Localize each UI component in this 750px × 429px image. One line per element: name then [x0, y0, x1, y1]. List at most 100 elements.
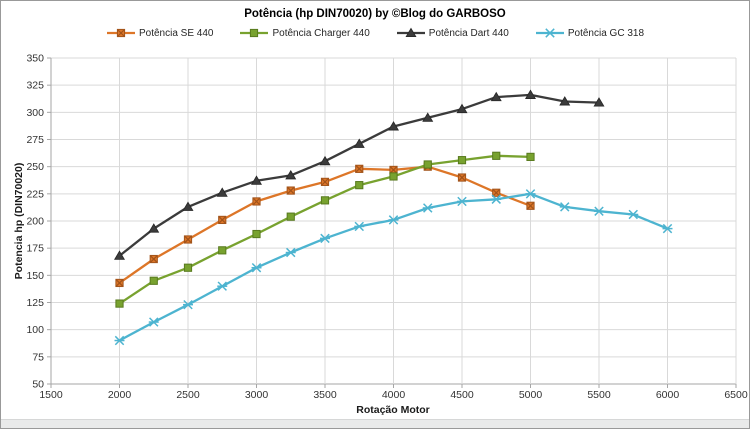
y-tick-label: 350	[26, 53, 44, 65]
x-tick-label: 2500	[176, 389, 200, 401]
data-point-marker	[217, 281, 228, 291]
x-tick-label: 3500	[313, 389, 337, 401]
data-point-marker	[182, 201, 194, 211]
data-point-marker	[422, 112, 434, 122]
legend-label-dart-440: Potência Dart 440	[428, 27, 509, 39]
data-point-marker	[116, 28, 126, 38]
data-point-marker	[218, 246, 227, 255]
y-tick-label: 325	[26, 80, 44, 92]
data-point-marker	[148, 223, 160, 233]
data-point-marker	[285, 247, 296, 258]
data-point-marker	[559, 96, 571, 106]
y-tick-label: 200	[26, 216, 44, 228]
x-tick-label: 1500	[39, 389, 63, 401]
data-point-marker	[405, 27, 417, 37]
x-tick-label: 5000	[519, 389, 543, 401]
data-point-marker	[183, 235, 193, 244]
data-point-marker	[286, 186, 295, 195]
data-point-marker	[285, 169, 297, 180]
data-point-marker	[114, 250, 125, 260]
y-tick-label: 225	[26, 188, 44, 200]
x-tick-label: 4500	[450, 389, 474, 401]
x-tick-label: 3000	[245, 389, 269, 401]
data-point-marker	[320, 196, 330, 205]
x-axis-title: Rotação Motor	[356, 404, 430, 416]
chart-title: Potência (hp DIN70020) by ©Blog do GARBO…	[244, 8, 506, 20]
data-point-marker	[423, 160, 432, 169]
data-point-marker	[148, 317, 159, 327]
gridlines	[47, 57, 737, 388]
legend-label-se-440: Potência SE 440	[138, 27, 214, 39]
data-point-marker	[355, 181, 364, 190]
y-axis-title: Potencia hp (DIN70020)	[13, 163, 25, 280]
legend-marker-gc-318-icon	[535, 28, 564, 38]
y-tick-label: 175	[26, 243, 44, 255]
data-point-marker	[593, 97, 605, 107]
data-point-marker	[457, 173, 467, 182]
data-point-marker	[250, 28, 259, 38]
x-tick-label: 5500	[587, 389, 611, 401]
data-point-marker	[628, 209, 639, 220]
x-tick-label: 2000	[108, 389, 132, 401]
data-series	[114, 89, 673, 346]
data-point-marker	[490, 91, 502, 102]
data-point-marker	[251, 175, 262, 185]
legend-item-gc-318: Potência GC 318	[535, 27, 644, 39]
data-point-marker	[457, 196, 467, 207]
data-point-marker	[216, 187, 228, 197]
data-point-marker	[320, 233, 330, 244]
data-point-marker	[457, 156, 467, 165]
legend-label-gc-318: Potência GC 318	[567, 27, 645, 39]
x-tick-label: 6500	[724, 389, 748, 401]
data-point-marker	[355, 164, 364, 173]
data-point-marker	[559, 202, 570, 212]
data-point-marker	[456, 103, 468, 114]
data-point-marker	[525, 189, 536, 199]
data-point-marker	[183, 299, 193, 310]
data-point-marker	[526, 201, 535, 210]
y-tick-label: 150	[26, 270, 44, 282]
data-point-marker	[252, 229, 261, 239]
data-point-marker	[422, 203, 433, 213]
y-tick-label: 50	[32, 379, 44, 391]
legend-marker-dart-440-icon	[396, 27, 425, 37]
data-point-marker	[218, 215, 227, 225]
series-pot-ncia-gc-318	[114, 189, 673, 346]
legend-label-charger-440: Potência Charger 440	[272, 27, 370, 39]
data-point-marker	[252, 197, 261, 206]
y-tick-label: 275	[26, 134, 44, 146]
data-point-marker	[183, 263, 193, 272]
x-tick-label: 4000	[382, 389, 406, 401]
data-point-marker	[594, 206, 604, 216]
data-point-marker	[353, 138, 365, 148]
y-tick-label: 250	[26, 161, 44, 173]
legend-marker-charger-440-icon	[240, 28, 269, 38]
data-point-marker	[286, 212, 295, 221]
data-point-marker	[388, 215, 399, 225]
data-point-marker	[319, 155, 331, 166]
axis-tick-labels: 50 75 100 125 150 175 200 225 250 275 300 325 350 150…	[26, 53, 747, 402]
data-point-marker	[389, 172, 398, 181]
legend-item-se-440: Potência SE 440	[106, 27, 214, 39]
y-tick-label: 75	[32, 351, 44, 363]
data-point-marker	[115, 299, 124, 308]
data-point-marker	[149, 276, 158, 285]
data-point-marker	[662, 223, 673, 234]
data-point-marker	[251, 262, 262, 273]
data-point-marker	[149, 254, 158, 264]
data-point-marker	[492, 151, 501, 160]
data-point-marker	[544, 28, 555, 38]
y-tick-label: 100	[26, 324, 44, 336]
data-point-marker	[354, 221, 365, 232]
x-tick-label: 6000	[656, 389, 680, 401]
series-pot-ncia-dart-440	[114, 89, 605, 260]
legend: Potência SE 440 Potência Charger 440 Pot…	[1, 27, 749, 39]
bottom-strip	[1, 419, 749, 428]
data-point-marker	[115, 278, 124, 288]
series-pot-ncia-charger-440	[115, 151, 535, 308]
data-point-marker	[114, 335, 125, 346]
legend-marker-se-440-icon	[106, 28, 135, 38]
data-point-marker	[491, 194, 502, 204]
